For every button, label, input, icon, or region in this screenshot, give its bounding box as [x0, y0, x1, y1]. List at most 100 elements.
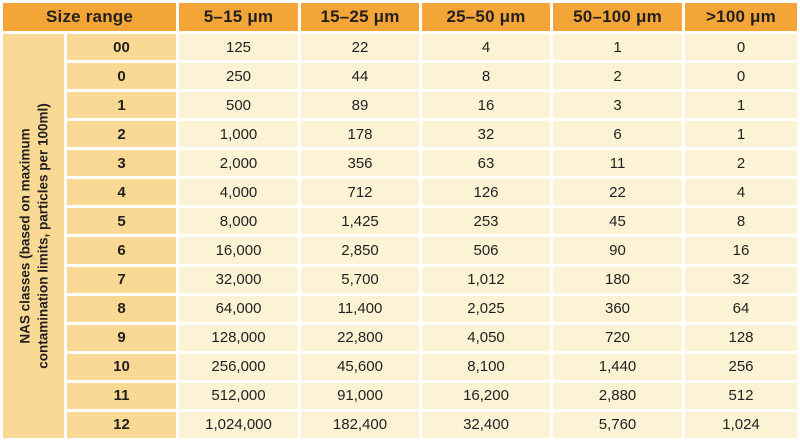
nas-class-row-9: 9 128,000 22,800 4,050 720 128 [3, 324, 798, 351]
nas-class-row-10: 10 256,000 45,600 8,100 1,440 256 [3, 353, 798, 380]
particle-count-cell: 0 [685, 63, 798, 90]
nas-class-row-8: 8 64,000 11,400 2,025 360 64 [3, 295, 798, 322]
particle-count-cell: 45 [553, 208, 683, 235]
particle-count-cell: 256,000 [179, 353, 299, 380]
particle-count-cell: 712 [301, 179, 420, 206]
particle-count-cell: 2,000 [179, 150, 299, 177]
particle-count-cell: 16 [685, 237, 798, 264]
nas-class-row-00: NAS classes (based on maximum contaminati… [3, 34, 798, 438]
particle-count-cell: 8 [685, 208, 798, 235]
vertical-label-line1: NAS classes (based on maximum [16, 128, 32, 344]
nas-class-number-cell: 9 [67, 324, 177, 351]
particle-count-cell: 16 [422, 92, 551, 119]
particle-count-cell: 506 [422, 237, 551, 264]
particle-count-cell: 2 [553, 63, 683, 90]
particle-count-cell: 178 [301, 121, 420, 148]
col-header-over-100um: >100 μm [685, 3, 798, 31]
col-header-5-15um: 5–15 μm [179, 3, 299, 31]
particle-count-cell: 250 [179, 63, 299, 90]
nas-class-number-cell: 5 [67, 208, 177, 235]
particle-count-cell: 4 [685, 179, 798, 206]
particle-count-cell: 90 [553, 237, 683, 264]
particle-count-cell: 125 [179, 34, 299, 61]
col-header-25-50um: 25–50 μm [422, 3, 551, 31]
nas-class-number-cell: 10 [67, 353, 177, 380]
particle-count-cell: 5,760 [553, 411, 683, 438]
nas-class-row-0: 0 250 44 8 2 0 [3, 63, 798, 90]
table-body: NAS classes (based on maximum contaminati… [3, 34, 798, 438]
particle-count-cell: 44 [301, 63, 420, 90]
nas-class-row-2: 2 1,000 178 32 6 1 [3, 121, 798, 148]
particle-count-cell: 2,880 [553, 382, 683, 409]
nas-class-number-cell: 00 [67, 34, 177, 61]
nas-class-number-cell: 8 [67, 295, 177, 322]
nas-class-number-cell: 7 [67, 266, 177, 293]
particle-count-cell: 4 [422, 34, 551, 61]
nas-class-number-cell: 11 [67, 382, 177, 409]
particle-count-cell: 32,400 [422, 411, 551, 438]
particle-count-cell: 1,425 [301, 208, 420, 235]
nas-class-row-1: 1 500 89 16 3 1 [3, 92, 798, 119]
particle-count-cell: 32 [422, 121, 551, 148]
particle-count-cell: 512,000 [179, 382, 299, 409]
particle-count-cell: 512 [685, 382, 798, 409]
particle-count-cell: 45,600 [301, 353, 420, 380]
particle-count-cell: 4,050 [422, 324, 551, 351]
nas-class-row-7: 7 32,000 5,700 1,012 180 32 [3, 266, 798, 293]
nas-class-row-4: 4 4,000 712 126 22 4 [3, 179, 798, 206]
nas-class-number-cell: 2 [67, 121, 177, 148]
particle-count-cell: 6 [553, 121, 683, 148]
particle-count-cell: 63 [422, 150, 551, 177]
particle-count-cell: 1,024,000 [179, 411, 299, 438]
particle-count-cell: 360 [553, 295, 683, 322]
particle-count-cell: 32,000 [179, 266, 299, 293]
particle-count-cell: 22 [301, 34, 420, 61]
nas-class-number-cell: 0 [67, 63, 177, 90]
col-header-15-25um: 15–25 μm [301, 3, 420, 31]
nas-classes-vertical-label-cell: NAS classes (based on maximum contaminati… [3, 34, 64, 438]
particle-count-cell: 0 [685, 34, 798, 61]
particle-count-cell: 356 [301, 150, 420, 177]
vertical-label-line2: contamination limits, particles per 100m… [34, 103, 50, 369]
particle-count-cell: 1,440 [553, 353, 683, 380]
nas-class-row-5: 5 8,000 1,425 253 45 8 [3, 208, 798, 235]
particle-count-cell: 1,024 [685, 411, 798, 438]
particle-count-cell: 16,200 [422, 382, 551, 409]
nas-class-row-3: 3 2,000 356 63 11 2 [3, 150, 798, 177]
particle-count-cell: 500 [179, 92, 299, 119]
nas-class-number-cell: 6 [67, 237, 177, 264]
particle-count-cell: 720 [553, 324, 683, 351]
particle-count-cell: 8,100 [422, 353, 551, 380]
particle-count-cell: 11,400 [301, 295, 420, 322]
particle-count-cell: 3 [553, 92, 683, 119]
particle-count-cell: 180 [553, 266, 683, 293]
particle-count-cell: 64 [685, 295, 798, 322]
nas-class-number-cell: 12 [67, 411, 177, 438]
nas-class-number-cell: 4 [67, 179, 177, 206]
particle-count-cell: 2 [685, 150, 798, 177]
particle-count-cell: 8,000 [179, 208, 299, 235]
nas-class-row-11: 11 512,000 91,000 16,200 2,880 512 [3, 382, 798, 409]
particle-count-cell: 1 [685, 92, 798, 119]
nas-class-number-cell: 3 [67, 150, 177, 177]
particle-count-cell: 128 [685, 324, 798, 351]
particle-count-cell: 22 [553, 179, 683, 206]
particle-count-cell: 8 [422, 63, 551, 90]
header-row: Size range 5–15 μm 15–25 μm 25–50 μm 50–… [3, 3, 798, 31]
particle-count-cell: 5,700 [301, 266, 420, 293]
particle-count-cell: 89 [301, 92, 420, 119]
particle-count-cell: 22,800 [301, 324, 420, 351]
nas-class-number-cell: 1 [67, 92, 177, 119]
col-header-50-100um: 50–100 μm [553, 3, 683, 31]
particle-count-cell: 1 [685, 121, 798, 148]
particle-count-cell: 182,400 [301, 411, 420, 438]
particle-count-cell: 16,000 [179, 237, 299, 264]
particle-count-cell: 1 [553, 34, 683, 61]
particle-count-cell: 1,012 [422, 266, 551, 293]
particle-count-cell: 2,850 [301, 237, 420, 264]
particle-count-cell: 4,000 [179, 179, 299, 206]
particle-count-cell: 1,000 [179, 121, 299, 148]
nas-class-row-12: 12 1,024,000 182,400 32,400 5,760 1,024 [3, 411, 798, 438]
